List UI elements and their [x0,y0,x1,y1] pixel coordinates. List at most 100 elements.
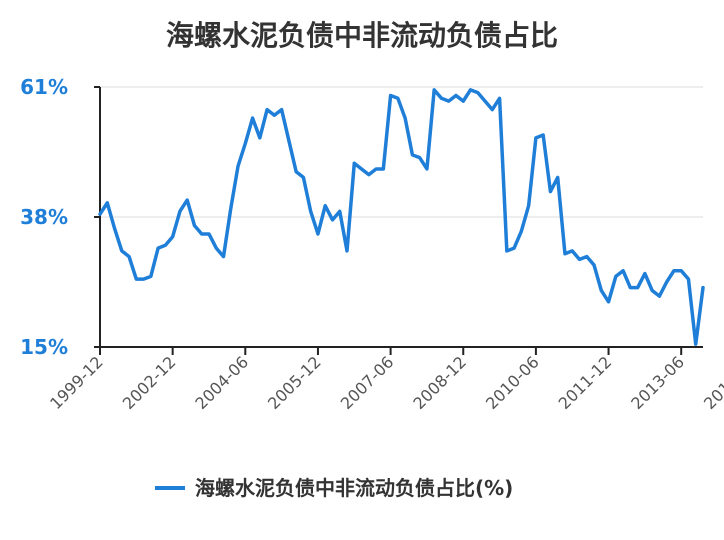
data-point [142,277,146,281]
data-point [120,249,124,253]
y-tick-label: 61% [20,75,68,99]
series-group [98,88,705,346]
data-point [323,204,327,208]
data-point [396,96,400,100]
data-point [556,175,560,179]
data-point [599,288,603,292]
data-point [512,246,516,250]
x-tick-label: 2014-12 [700,352,724,413]
data-point [178,209,182,213]
data-point [243,142,247,146]
gridlines [100,86,703,218]
data-point [548,190,552,194]
data-point [592,263,596,267]
x-tick-label: 2005-12 [264,352,325,413]
data-point [105,201,109,205]
data-point [185,198,189,202]
x-tick-label: 2002-12 [119,352,180,413]
data-point [410,153,414,157]
data-point [686,277,690,281]
data-point [490,108,494,112]
data-point [113,226,117,230]
data-point [570,249,574,253]
data-point [156,246,160,250]
data-point [563,252,567,256]
data-point [657,294,661,298]
data-point [374,167,378,171]
x-tick-label: 2008-12 [409,352,470,413]
data-point [338,209,342,213]
data-point [577,257,581,261]
data-point [425,167,429,171]
y-tick-label: 38% [20,205,68,229]
series-line [98,88,705,346]
data-point [272,113,276,117]
data-point [534,136,538,140]
data-point [214,246,218,250]
data-point [301,175,305,179]
data-point [636,286,640,290]
data-point [505,249,509,253]
data-point [367,173,371,177]
data-point [541,133,545,137]
data-point [483,99,487,103]
data-point [345,249,349,253]
x-tick-label: 2007-06 [337,352,398,413]
data-point [418,156,422,160]
data-point [469,88,473,92]
data-point [163,243,167,247]
data-point [352,161,356,165]
data-point [643,272,647,276]
data-point [200,232,204,236]
chart-title: 海螺水泥负债中非流动负债占比 [166,19,558,52]
data-point [236,164,240,168]
data-point [672,269,676,273]
data-point [134,277,138,281]
data-point [614,274,618,278]
data-point [701,286,705,290]
y-axis-ticks: 61% 38% 15% [20,75,100,359]
data-point [403,116,407,120]
data-point [98,212,102,216]
data-point [222,255,226,259]
data-point [585,255,589,259]
data-point [265,108,269,112]
data-point [171,235,175,239]
data-point [679,269,683,273]
data-point [360,167,364,171]
data-point [258,136,262,140]
data-point [621,269,625,273]
data-point [330,218,334,222]
data-point [439,96,443,100]
data-point [454,93,458,97]
x-tick-label: 1999-12 [46,352,107,413]
data-point [447,99,451,103]
data-point [461,99,465,103]
data-point [309,209,313,213]
data-point [149,274,153,278]
data-point [251,116,255,120]
data-point [127,255,131,259]
data-point [287,139,291,143]
data-point [694,342,698,346]
legend-label: 海螺水泥负债中非流动负债占比(%) [195,476,513,500]
x-axis-ticks: 1999-12 2002-12 2004-06 2005-12 2007-06 2008-… [46,347,724,413]
data-point [381,167,385,171]
data-point [207,232,211,236]
data-point [280,108,284,112]
x-tick-label: 2011-12 [555,352,616,413]
data-point [650,288,654,292]
x-tick-label: 2013-06 [627,352,688,413]
y-tick-label: 15% [20,335,68,359]
data-point [498,96,502,100]
data-point [294,170,298,174]
legend[interactable]: 海螺水泥负债中非流动负债占比(%) [155,476,513,500]
data-point [316,232,320,236]
data-point [628,286,632,290]
data-point [527,204,531,208]
data-point [432,88,436,92]
data-point [607,300,611,304]
data-point [229,207,233,211]
